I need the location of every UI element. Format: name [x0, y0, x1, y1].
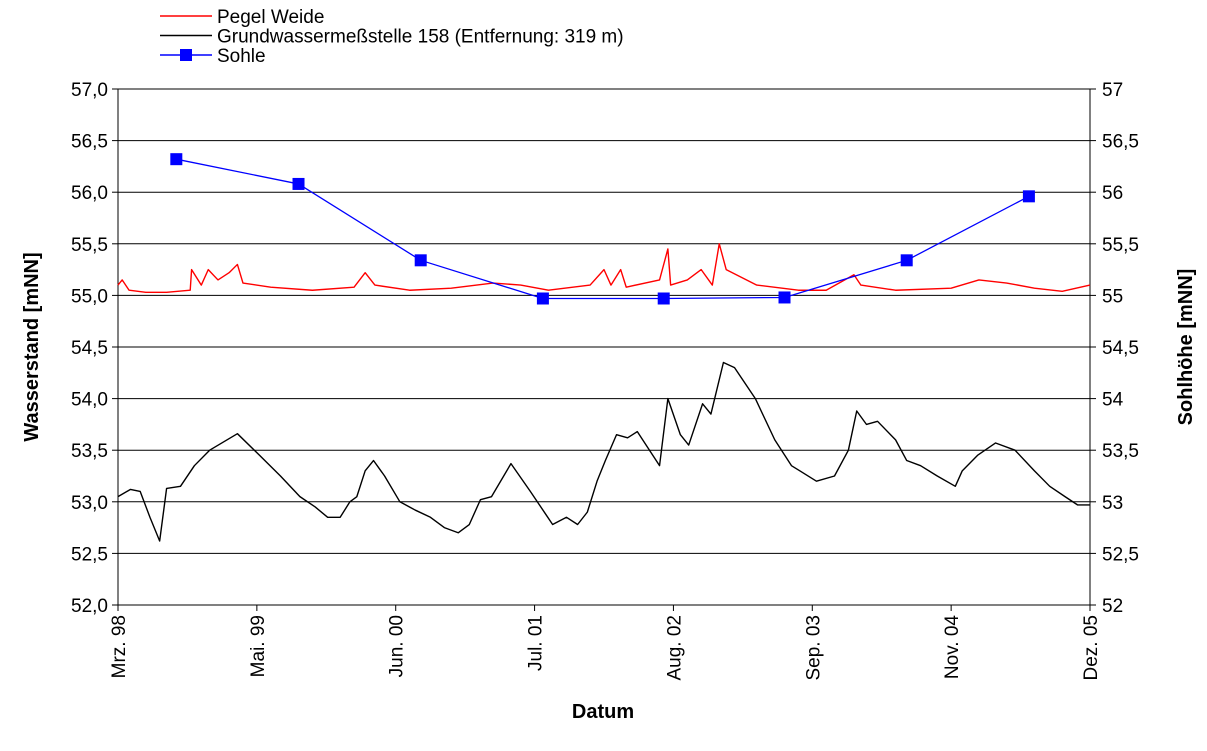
y2-tick-label: 56	[1102, 183, 1123, 204]
y2-tick-label: 52,5	[1102, 544, 1139, 565]
y2-tick-label: 56,5	[1102, 132, 1139, 153]
y2-tick-label: 57	[1102, 80, 1123, 101]
legend-label: Pegel Weide	[217, 7, 324, 28]
point-marker	[536, 292, 549, 305]
y2-tick-label: 52	[1102, 596, 1123, 617]
y2-tick-label: 53	[1102, 493, 1123, 514]
x-tick-label: Mai. 99	[248, 615, 269, 677]
y2-tick-label: 54,5	[1102, 338, 1139, 359]
x-tick-label: Dez. 05	[1081, 615, 1102, 680]
point-marker	[778, 291, 791, 304]
x-tick-label: Sep. 03	[803, 615, 824, 681]
y2-tick-label: 55	[1102, 286, 1123, 307]
point-marker	[900, 254, 913, 267]
point-marker	[1022, 190, 1035, 203]
y-tick-label: 54,5	[71, 338, 108, 359]
legend-label: Grundwassermeßstelle 158 (Entfernung: 31…	[217, 27, 624, 48]
y2-tick-label: 55,5	[1102, 235, 1139, 256]
legend-marker	[180, 49, 192, 61]
point-marker	[657, 292, 670, 305]
y-tick-label: 55,0	[71, 286, 108, 307]
y-tick-label: 53,5	[71, 441, 108, 462]
y-axis-label: Wasserstand [mNN]	[21, 252, 43, 441]
y-tick-label: 56,0	[71, 183, 108, 204]
y-tick-label: 57,0	[71, 80, 108, 101]
x-axis-label: Datum	[572, 701, 634, 723]
x-tick-label: Jun. 00	[387, 615, 408, 677]
series-line	[117, 243, 1091, 294]
point-marker	[170, 153, 183, 166]
y-tick-label: 53,0	[71, 493, 108, 514]
x-tick-label: Aug. 02	[664, 615, 685, 681]
point-marker	[292, 177, 305, 190]
series-line	[117, 361, 1090, 542]
x-tick-label: Mrz. 98	[109, 615, 130, 678]
y-tick-label: 54,0	[71, 390, 108, 411]
y-tick-label: 52,5	[71, 544, 108, 565]
point-marker	[414, 254, 427, 267]
y2-axis-label: Sohlhöhe [mNN]	[1175, 269, 1197, 426]
y2-tick-label: 54	[1102, 390, 1124, 411]
series-line	[176, 158, 1030, 300]
y-tick-label: 56,5	[71, 132, 108, 153]
plot-frame	[117, 88, 1091, 606]
legend-label: Sohle	[217, 46, 266, 67]
y-tick-label: 55,5	[71, 235, 108, 256]
y2-tick-label: 53,5	[1102, 441, 1139, 462]
y-tick-label: 52,0	[71, 596, 108, 617]
x-tick-label: Jul. 01	[526, 615, 547, 671]
x-tick-label: Nov. 04	[942, 615, 963, 680]
